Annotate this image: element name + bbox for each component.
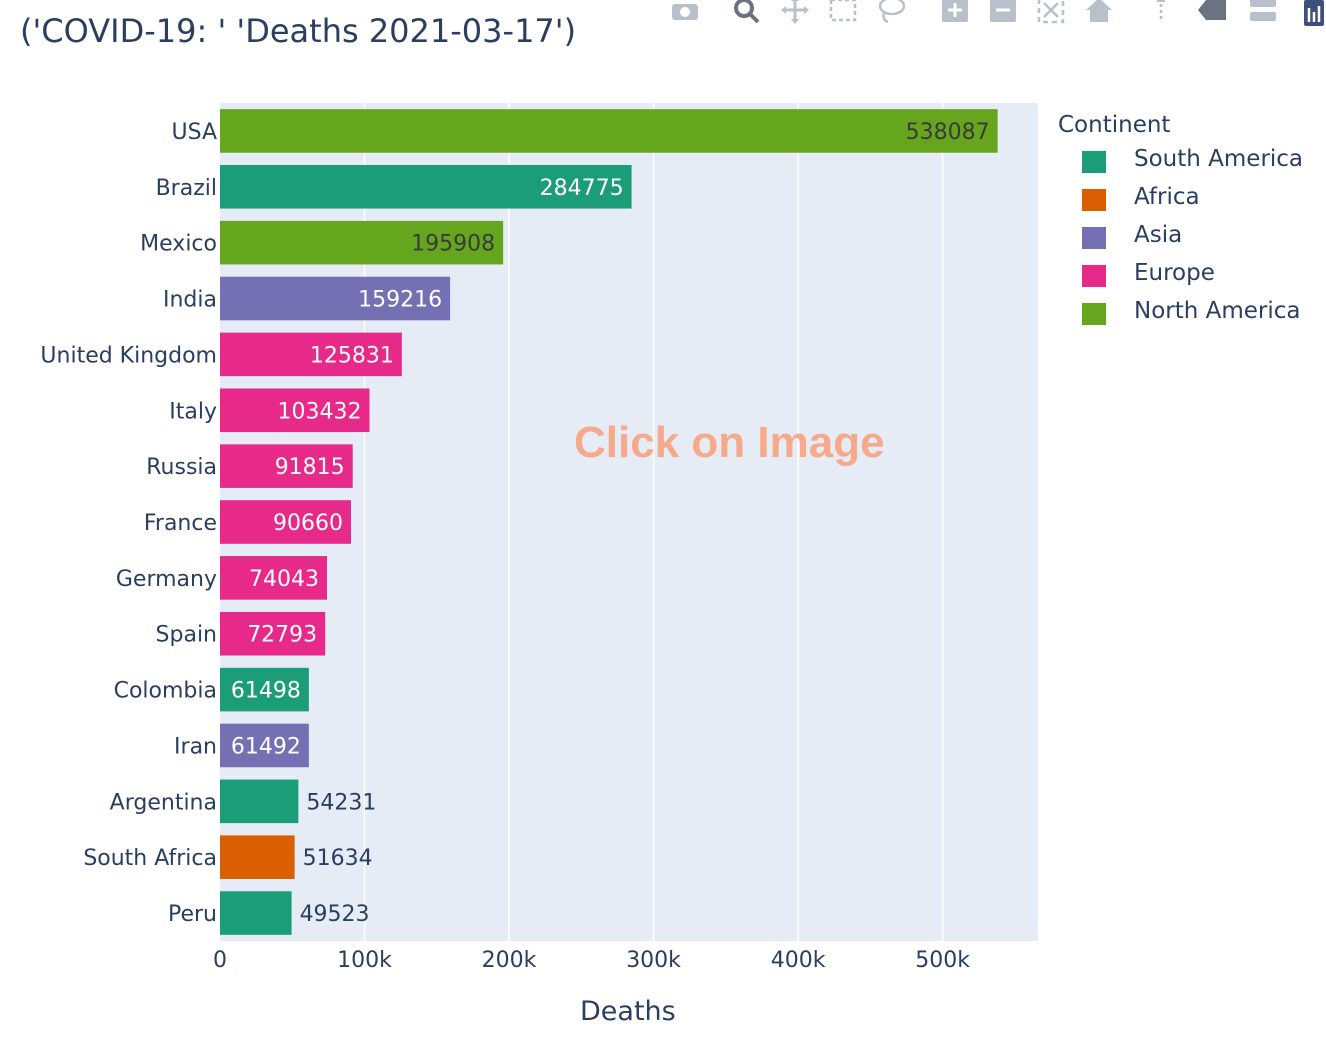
legend-item-africa[interactable]: Africa <box>1058 182 1200 220</box>
x-tick-label: 200k <box>482 948 537 973</box>
legend-item-asia[interactable]: Asia <box>1058 220 1182 258</box>
data-label: 72793 <box>247 623 317 648</box>
bar-iran[interactable] <box>220 723 309 768</box>
bar-usa[interactable] <box>220 109 998 153</box>
y-tick-label: Brazil <box>156 176 217 201</box>
y-tick-label: Spain <box>156 623 217 648</box>
y-tick-label: Colombia <box>114 679 217 704</box>
bar-germany[interactable] <box>220 556 328 600</box>
data-label: 538087 <box>906 120 990 145</box>
data-label: 51634 <box>303 846 373 871</box>
camera-icon[interactable] <box>668 0 702 26</box>
legend-label: Africa <box>1134 184 1200 210</box>
data-label: 103432 <box>277 399 361 424</box>
spike-lines-icon[interactable] <box>1144 0 1178 26</box>
legend-item-south-america[interactable]: South America <box>1058 144 1303 182</box>
y-tick-label: India <box>163 288 217 313</box>
data-label: 284775 <box>540 176 624 201</box>
data-label: 54231 <box>306 790 376 815</box>
y-tick-label: Russia <box>146 455 217 480</box>
data-label: 125831 <box>310 343 394 368</box>
data-label: 74043 <box>249 567 319 592</box>
y-tick-label: Mexico <box>140 232 217 257</box>
data-label: 61498 <box>231 679 301 704</box>
hover-closest-icon[interactable] <box>1194 0 1228 26</box>
legend-swatch <box>1082 303 1106 325</box>
autoscale-icon[interactable] <box>1034 0 1068 26</box>
bar-argentina[interactable] <box>220 779 299 824</box>
zoom-out-icon[interactable] <box>986 0 1020 26</box>
x-tick-label: 400k <box>771 948 826 973</box>
y-tick-label: South Africa <box>83 846 217 871</box>
box-select-icon[interactable] <box>826 0 860 26</box>
bar-russia[interactable] <box>220 444 353 488</box>
y-tick-label: Peru <box>168 902 217 927</box>
y-tick-label: Iran <box>174 734 217 759</box>
y-tick-label: Italy <box>169 399 217 424</box>
data-label: 91815 <box>275 455 345 480</box>
x-axis-label: Deaths <box>580 996 676 1027</box>
legend-label: Europe <box>1134 260 1215 286</box>
bar-united-kingdom[interactable] <box>220 332 402 377</box>
click-on-image-annotation[interactable]: Click on Image <box>574 418 885 467</box>
bar-south-africa[interactable] <box>220 835 295 879</box>
hover-compare-icon[interactable] <box>1244 0 1278 26</box>
y-tick-label: United Kingdom <box>40 343 217 368</box>
x-tick-label: 500k <box>915 948 970 973</box>
legend-label: Asia <box>1134 222 1183 248</box>
chart-title: ('COVID-19: ' 'Deaths 2021-03-17') <box>20 12 577 50</box>
legend-swatch <box>1082 227 1106 249</box>
modebar <box>660 0 1326 32</box>
bar-italy[interactable] <box>220 388 370 433</box>
zoom-icon[interactable] <box>730 0 764 26</box>
bar-spain[interactable] <box>220 611 326 656</box>
legend-swatch <box>1082 189 1106 211</box>
x-tick-label: 100k <box>337 948 392 973</box>
pan-icon[interactable] <box>778 0 812 26</box>
data-label: 90660 <box>273 511 343 536</box>
bar-colombia[interactable] <box>220 667 309 712</box>
legend-swatch <box>1082 151 1106 173</box>
bar-india[interactable] <box>220 276 451 321</box>
plotly-logo-icon[interactable] <box>1296 0 1326 26</box>
bar-brazil[interactable] <box>220 165 632 209</box>
data-label: 195908 <box>411 232 495 257</box>
y-tick-label: Germany <box>116 567 217 592</box>
legend-label: South America <box>1134 146 1304 172</box>
home-icon[interactable] <box>1082 0 1116 26</box>
legend-item-europe[interactable]: Europe <box>1058 258 1215 296</box>
legend-swatch <box>1082 265 1106 287</box>
data-label: 61492 <box>231 734 301 759</box>
legend-label: North America <box>1134 298 1301 324</box>
lasso-icon[interactable] <box>874 0 908 26</box>
y-tick-label: USA <box>171 120 217 145</box>
legend-item-north-america[interactable]: North America <box>1058 296 1301 334</box>
legend: Continent South America Africa Asia Europe N… <box>1058 112 1303 334</box>
y-tick-label: Argentina <box>110 790 217 815</box>
data-label: 49523 <box>300 902 370 927</box>
legend-items: South America Africa Asia Europe North Ameri… <box>1058 144 1303 334</box>
x-tick-label: 300k <box>626 948 681 973</box>
legend-title: Continent <box>1058 112 1171 138</box>
bar-mexico[interactable] <box>220 220 504 265</box>
zoom-in-icon[interactable] <box>938 0 972 26</box>
bar-france[interactable] <box>220 500 352 544</box>
y-tick-label: France <box>144 511 217 536</box>
data-label: 159216 <box>358 288 442 313</box>
x-tick-label: 0 <box>213 948 227 973</box>
bar-peru[interactable] <box>220 891 292 935</box>
